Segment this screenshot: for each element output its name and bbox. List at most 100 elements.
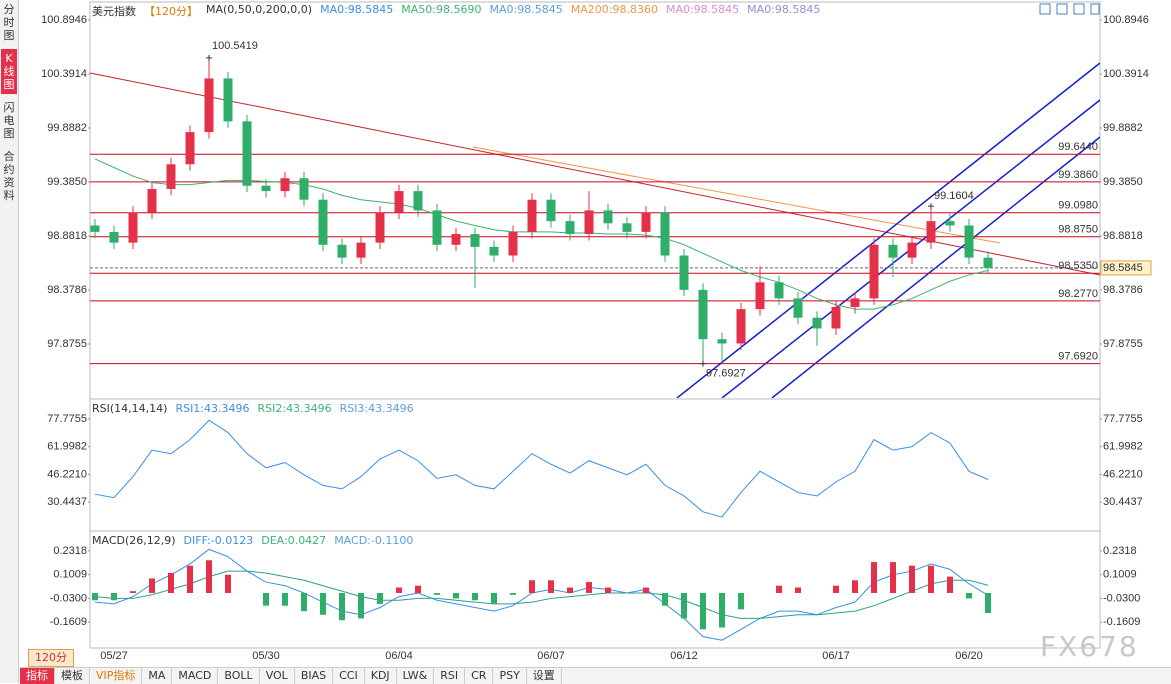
- macd-bar: [643, 587, 649, 593]
- x-tick-label: 06/12: [670, 650, 698, 662]
- macd-bar: [909, 565, 915, 593]
- panel-title: MACD(26,12,9): [92, 534, 176, 547]
- candle-body: [223, 78, 233, 122]
- macd-bar: [130, 591, 136, 593]
- candle-body: [128, 212, 138, 243]
- toolbar-tab[interactable]: BOLL: [218, 668, 260, 684]
- macd-bar: [567, 587, 573, 593]
- readout: MA0:98.5845: [665, 3, 740, 16]
- candle-body: [299, 178, 309, 200]
- candle-body: [869, 244, 879, 299]
- y-tick-label-right: 99.8882: [1103, 122, 1143, 134]
- macd-bar: [586, 582, 592, 593]
- readout: RSI3:43.3496: [339, 402, 414, 415]
- candle-body: [413, 191, 423, 211]
- macd-bar: [795, 587, 801, 593]
- readout: MA0:98.5845: [320, 3, 394, 16]
- candle-body: [850, 298, 860, 308]
- candle-body: [584, 210, 594, 235]
- candle-body: [793, 298, 803, 318]
- toolbar-tab[interactable]: RSI: [434, 668, 466, 684]
- toolbar-tab[interactable]: PSY: [493, 668, 527, 684]
- macd-bar: [92, 592, 98, 601]
- y-tick-label: -0.1609: [50, 616, 87, 628]
- readout: MA0:98.5845: [747, 3, 821, 16]
- macd-bar: [301, 592, 307, 612]
- y-tick-label: 77.7755: [47, 413, 87, 425]
- readout: MA200:98.8360: [570, 3, 658, 16]
- macd-bar: [966, 592, 972, 599]
- y-tick-label-right: 100.8946: [1103, 14, 1149, 26]
- side-tab[interactable]: 闪电图: [3, 101, 15, 140]
- level-label: 97.6920: [1058, 351, 1098, 363]
- macd-bar: [871, 562, 877, 593]
- candle-body: [508, 231, 518, 256]
- window-icons[interactable]: [1039, 3, 1100, 15]
- toolbar-tab[interactable]: LW&: [397, 668, 435, 684]
- y-tick-label-right: 46.2210: [1103, 468, 1143, 480]
- period-button[interactable]: 120分: [28, 649, 74, 667]
- y-tick-label-right: 0.1009: [1103, 569, 1137, 581]
- y-tick-label: 0.1009: [53, 569, 87, 581]
- toolbar-tab[interactable]: MA: [142, 668, 173, 684]
- macd-bar: [225, 574, 231, 593]
- extreme-marker: [206, 54, 212, 61]
- x-tick-label: 06/04: [385, 650, 413, 662]
- toolbar-tab[interactable]: KDJ: [365, 668, 397, 684]
- candle-body: [641, 212, 651, 232]
- macd-bar: [396, 587, 402, 593]
- readout: RSI1:43.3496: [175, 402, 250, 415]
- candle-body: [470, 234, 480, 247]
- macd-bar: [320, 592, 326, 615]
- candle-body: [204, 78, 214, 133]
- toolbar-tab[interactable]: 设置: [527, 668, 562, 684]
- side-tab[interactable]: K线图: [1, 49, 17, 94]
- toolbar-tab[interactable]: MACD: [172, 668, 219, 684]
- panel-title: 美元指数: [92, 5, 136, 18]
- candle-body: [622, 223, 632, 232]
- macd-bar: [415, 585, 421, 593]
- y-tick-label: 99.8882: [47, 122, 87, 134]
- macd-bar: [852, 580, 858, 593]
- macd-bar: [548, 580, 554, 593]
- level-label: 99.6440: [1058, 141, 1098, 153]
- indicator: MA(0,50,0,200,0,0): [206, 3, 313, 16]
- candle-body: [185, 132, 195, 165]
- last-price-box: [1100, 260, 1152, 276]
- frame: [89, 1, 1101, 649]
- candle-body: [736, 309, 746, 344]
- x-tick-label: 06/20: [955, 650, 983, 662]
- extreme-label: 97.6927: [706, 367, 746, 379]
- macd-bar: [339, 592, 345, 621]
- side-tab[interactable]: 分时图: [3, 3, 15, 42]
- y-tick-label: 46.2210: [47, 468, 87, 480]
- macd-bar: [263, 592, 269, 606]
- watermark: FX678: [1040, 630, 1139, 663]
- toolbar-tab[interactable]: VOL: [260, 668, 295, 684]
- macd-bar: [605, 587, 611, 593]
- y-tick-label-right: 0.2318: [1103, 545, 1137, 557]
- macd-bar: [719, 592, 725, 628]
- toolbar-tab[interactable]: 指标: [20, 668, 55, 684]
- candle-body: [945, 221, 955, 226]
- candle-body: [356, 242, 366, 258]
- candle-body: [318, 199, 328, 245]
- toolbar-tab[interactable]: CCI: [333, 668, 365, 684]
- toolbar-tab[interactable]: 模板: [55, 668, 90, 684]
- toolbar-tab[interactable]: CR: [465, 668, 494, 684]
- candle-body: [109, 231, 119, 243]
- candle-body: [698, 289, 708, 340]
- readout: RSI2:43.3496: [257, 402, 332, 415]
- toolbar-tab[interactable]: BIAS: [295, 668, 334, 684]
- candle-body: [546, 199, 556, 222]
- toolbar-tab[interactable]: VIP指标: [90, 668, 143, 684]
- level-label: 98.2770: [1058, 288, 1098, 300]
- y-tick-label: 100.3914: [41, 68, 87, 80]
- macd-bar: [738, 592, 744, 610]
- macd-bar: [700, 592, 706, 630]
- candle-body: [375, 212, 385, 243]
- drawings: [90, 62, 1100, 398]
- extreme-marker: [700, 360, 706, 367]
- candle-body: [565, 221, 575, 235]
- side-tab[interactable]: 合约资料: [3, 150, 15, 202]
